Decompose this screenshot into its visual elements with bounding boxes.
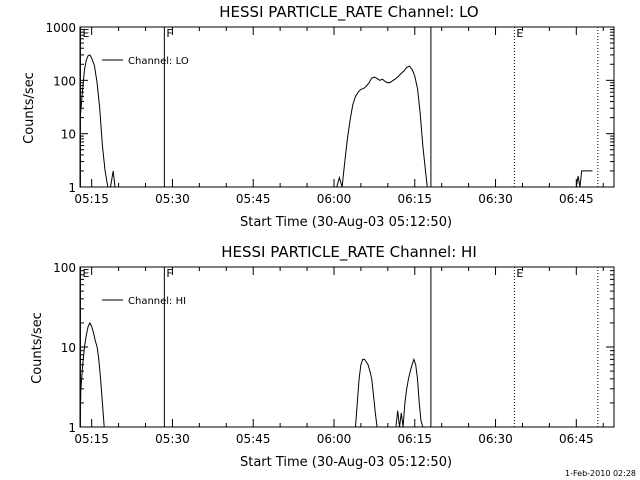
x-tick-label: 06:45 — [559, 192, 594, 206]
chart-panel-lo: 05:15 05:30 05:45 06:00 06:15 06:30 06:45 1 10 10… — [45, 21, 615, 206]
event-marker-label: F — [166, 27, 172, 40]
chart-title-lo: HESSI PARTICLE_RATE Channel: LO — [219, 3, 478, 22]
series-line — [79, 321, 424, 428]
x-tick-label: 05:15 — [74, 192, 109, 206]
x-tick-label: 06:15 — [397, 192, 432, 206]
x-tick-label: 06:00 — [317, 192, 352, 206]
event-marker-label: E — [516, 27, 523, 40]
series-line — [79, 54, 593, 188]
plot-frame — [79, 26, 615, 188]
chart-title-hi: HESSI PARTICLE_RATE Channel: HI — [221, 243, 477, 262]
x-tick-label: 06:15 — [397, 432, 432, 446]
y-tick-label: 100 — [53, 261, 76, 275]
y-tick-label: 100 — [53, 74, 76, 88]
x-tick-label: 06:30 — [478, 192, 513, 206]
x-tick-label: 05:15 — [74, 432, 109, 446]
y-axis-label-hi: Counts/sec — [30, 312, 45, 384]
x-tick-label: 06:30 — [478, 432, 513, 446]
plot-frame — [79, 266, 615, 428]
y-tick-label: 1 — [68, 421, 76, 435]
x-axis-label-lo: Start Time (30-Aug-03 05:12:50) — [240, 215, 452, 230]
x-axis-label-hi: Start Time (30-Aug-03 05:12:50) — [240, 455, 452, 470]
x-tick-label: 06:45 — [559, 432, 594, 446]
event-marker-label: E — [82, 267, 89, 280]
chart-panel-hi: 05:15 05:30 05:45 06:00 06:15 06:30 06:45 1 10 10… — [53, 261, 615, 446]
event-marker-label: E — [516, 267, 523, 280]
y-tick-label: 10 — [61, 128, 76, 142]
x-tick-label: 06:00 — [317, 432, 352, 446]
x-tick-label: 05:45 — [236, 192, 271, 206]
event-marker-label: F — [166, 267, 172, 280]
y-tick-label: 10 — [61, 341, 76, 355]
y-tick-label: 1000 — [45, 21, 76, 35]
x-tick-label: 05:30 — [155, 192, 190, 206]
legend-entry: Channel: HI — [128, 296, 186, 307]
event-marker-label: E — [82, 27, 89, 40]
legend-entry: Channel: LO — [128, 56, 189, 67]
footer-timestamp: 1-Feb-2010 02:28 — [565, 469, 636, 478]
y-axis-label-lo: Counts/sec — [22, 72, 37, 144]
x-tick-label: 05:45 — [236, 432, 271, 446]
y-tick-label: 1 — [68, 181, 76, 195]
x-tick-label: 05:30 — [155, 432, 190, 446]
